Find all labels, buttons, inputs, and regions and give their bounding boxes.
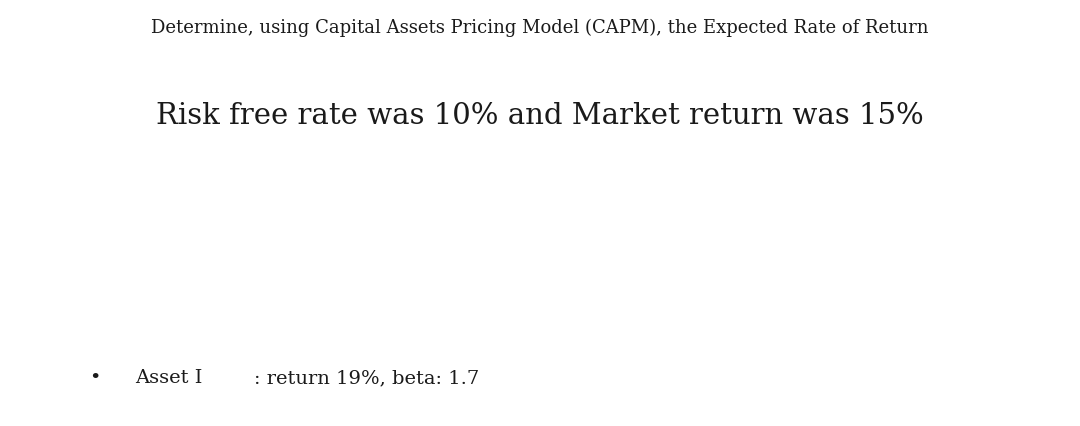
Text: Asset I: Asset I [135, 368, 202, 386]
Text: : return 19%, beta: 1.7: : return 19%, beta: 1.7 [254, 368, 480, 386]
Text: Determine, using Capital Assets Pricing Model (CAPM), the Expected Rate of Retur: Determine, using Capital Assets Pricing … [151, 19, 929, 37]
Text: •: • [90, 368, 100, 386]
Text: Risk free rate was 10% and Market return was 15%: Risk free rate was 10% and Market return… [157, 102, 923, 130]
